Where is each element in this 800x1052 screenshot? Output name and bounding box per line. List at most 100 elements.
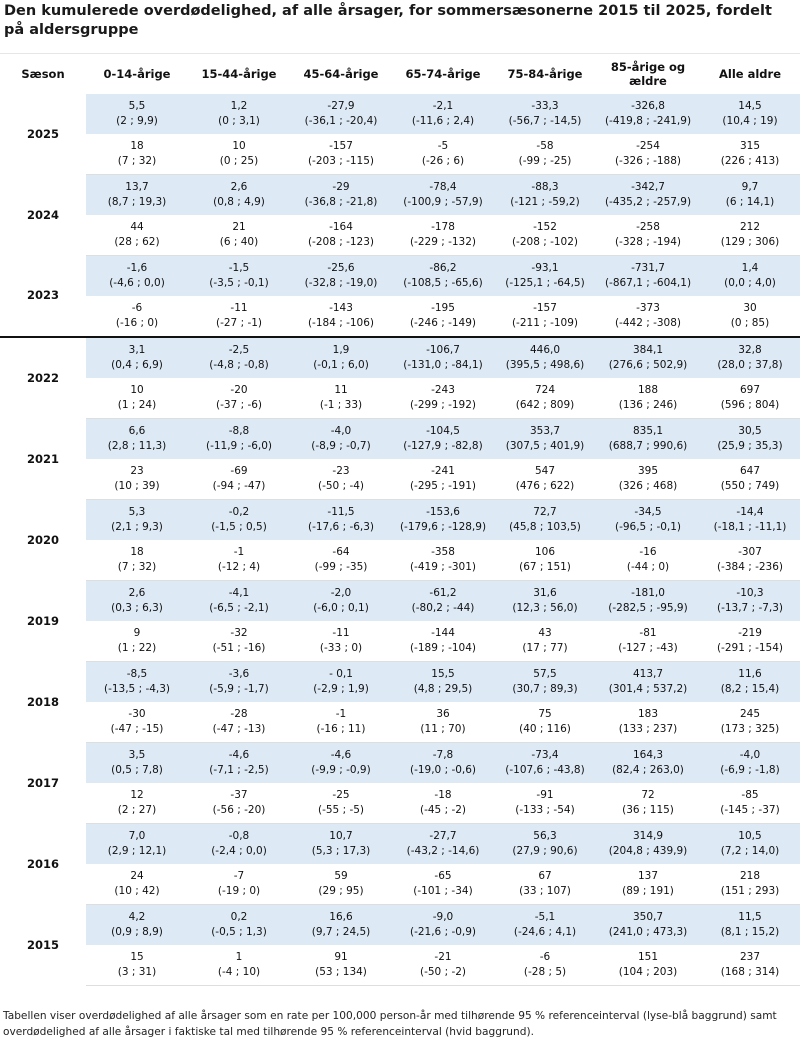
count-interval: (596 ; 804)	[720, 399, 780, 411]
count-cell-age-0-14: 9 (1 ; 22)	[86, 621, 188, 662]
rate-value: -0,8	[228, 830, 250, 842]
count-cell-age-85-plus: -81 (-127 ; -43)	[596, 621, 700, 662]
count-value: 188	[637, 384, 659, 396]
table-row-2019-rate: 2019 2,6 (0,3 ; 6,3) -4,1 (-6,5 ; -2,1) -2,0 (…	[0, 580, 800, 662]
table-row-2015-count: 15 (3 ; 31) 1 (-4 ; 10) 91 (53 ; 134) -21 (-50 …	[0, 945, 800, 986]
count-cell-age-85-plus: -16 (-44 ; 0)	[596, 540, 700, 581]
count-value: 9	[133, 627, 141, 639]
rate-interval: (-4,8 ; -0,8)	[209, 359, 269, 371]
rate-value: -1,6	[126, 262, 148, 274]
table-row-2020-rate: 2020 5,3 (2,1 ; 9,3) -0,2 (-1,5 ; 0,5) -11,5 (…	[0, 499, 800, 581]
count-interval: (-328 ; -194)	[614, 236, 682, 248]
count-cell-age-0-14: 23 (10 ; 39)	[86, 459, 188, 500]
rate-value: -4,6	[330, 749, 352, 761]
rate-interval: (-121 ; -59,2)	[510, 196, 580, 208]
rate-interval: (28,0 ; 37,8)	[717, 359, 783, 371]
rate-interval: (-127,9 ; -82,8)	[403, 440, 483, 452]
rate-interval: (-107,6 ; -43,8)	[505, 764, 585, 776]
count-value: -11	[332, 627, 350, 639]
count-cell-age-15-44: -32 (-51 ; -16)	[188, 621, 290, 662]
rate-cell-age-45-64: -25,6 (-32,8 ; -19,0)	[290, 255, 392, 296]
count-interval: (326 ; 468)	[618, 480, 678, 492]
season-label: 2020	[0, 499, 86, 581]
table-row-2018-rate: 2018 -8,5 (-13,5 ; -4,3) -3,6 (-5,9 ; -1,7) -…	[0, 661, 800, 743]
rate-interval: (-6,5 ; -2,1)	[209, 602, 269, 614]
count-cell-age-85-plus: 72 (36 ; 115)	[596, 783, 700, 824]
rate-interval: (45,8 ; 103,5)	[509, 521, 581, 533]
rate-cell-age-45-64: 16,6 (9,7 ; 24,5)	[290, 904, 392, 945]
season-label: 2016	[0, 823, 86, 905]
rate-value: 350,7	[632, 911, 664, 923]
count-cell-age-45-64: -64 (-99 ; -35)	[290, 540, 392, 581]
rate-value: -2,1	[432, 100, 454, 112]
count-cell-all-ages: 30 (0 ; 85)	[700, 296, 800, 338]
rate-cell-age-75-84: 353,7 (307,5 ; 401,9)	[494, 418, 596, 459]
count-cell-age-65-74: -241 (-295 ; -191)	[392, 459, 494, 500]
rate-cell-age-75-84: 446,0 (395,5 ; 498,6)	[494, 336, 596, 378]
rate-cell-age-45-64: -27,9 (-36,1 ; -20,4)	[290, 94, 392, 134]
rate-interval: (-6,0 ; 0,1)	[313, 602, 369, 614]
rate-value: -106,7	[426, 344, 460, 356]
rate-interval: (301,4 ; 537,2)	[608, 683, 688, 695]
rate-cell-age-65-74: -9,0 (-21,6 ; -0,9)	[392, 904, 494, 945]
count-interval: (-295 ; -191)	[409, 480, 477, 492]
count-cell-age-0-14: 10 (1 ; 24)	[86, 378, 188, 419]
rate-value: -181,0	[631, 587, 665, 599]
count-value: -11	[230, 302, 248, 314]
table-row-2016-rate: 2016 7,0 (2,9 ; 12,1) -0,8 (-2,4 ; 0,0) 10,7 (…	[0, 823, 800, 905]
rate-cell-age-75-84: 31,6 (12,3 ; 56,0)	[494, 580, 596, 621]
season-label: 2025	[0, 94, 86, 175]
count-interval: (40 ; 116)	[519, 723, 571, 735]
rate-interval: (-100,9 ; -57,9)	[403, 196, 483, 208]
header-age-65-74: 65-74-årige	[392, 53, 494, 94]
rate-value: -33,3	[531, 100, 559, 112]
rate-interval: (-18,1 ; -11,1)	[713, 521, 787, 533]
rate-value: 3,1	[128, 344, 146, 356]
rate-cell-age-15-44: -3,6 (-5,9 ; -1,7)	[188, 661, 290, 702]
rate-cell-age-45-64: 10,7 (5,3 ; 17,3)	[290, 823, 392, 864]
count-value: -16	[639, 546, 657, 558]
table-row-2017-rate: 2017 3,5 (0,5 ; 7,8) -4,6 (-7,1 ; -2,5) -4,6 (…	[0, 742, 800, 824]
count-value: 106	[534, 546, 556, 558]
count-cell-all-ages: -307 (-384 ; -236)	[700, 540, 800, 581]
count-value: -143	[329, 302, 353, 314]
rate-value: 5,3	[128, 506, 146, 518]
rate-value: -3,6	[228, 668, 250, 680]
rate-value: 14,5	[738, 100, 762, 112]
count-interval: (7 ; 32)	[117, 155, 157, 167]
count-cell-age-15-44: 1 (-4 ; 10)	[188, 945, 290, 986]
count-interval: (-203 ; -115)	[307, 155, 375, 167]
count-interval: (10 ; 39)	[114, 480, 160, 492]
rate-interval: (-36,1 ; -20,4)	[304, 115, 378, 127]
count-value: 24	[130, 870, 144, 882]
count-interval: (-299 ; -192)	[409, 399, 477, 411]
rate-value: - 0,1	[329, 668, 353, 680]
rate-interval: (-2,9 ; 1,9)	[313, 683, 369, 695]
rate-interval: (7,2 ; 14,0)	[720, 845, 780, 857]
count-interval: (-45 ; -2)	[419, 804, 467, 816]
count-interval: (642 ; 809)	[515, 399, 575, 411]
count-value: 1	[235, 951, 243, 963]
rate-value: 1,9	[332, 344, 350, 356]
rate-cell-age-85-plus: 384,1 (276,6 ; 502,9)	[596, 336, 700, 378]
rate-cell-age-85-plus: -181,0 (-282,5 ; -95,9)	[596, 580, 700, 621]
count-interval: (-12 ; 4)	[217, 561, 261, 573]
rate-cell-all-ages: 9,7 (6 ; 14,1)	[700, 174, 800, 215]
count-cell-age-0-14: 18 (7 ; 32)	[86, 134, 188, 175]
rate-value: 31,6	[533, 587, 557, 599]
count-value: 697	[739, 384, 761, 396]
rate-value: 1,4	[741, 262, 759, 274]
season-label: 2023	[0, 255, 86, 337]
count-interval: (0 ; 85)	[730, 317, 770, 329]
rate-value: 32,8	[738, 344, 762, 356]
count-value: -258	[636, 221, 660, 233]
count-interval: (226 ; 413)	[720, 155, 780, 167]
rate-cell-age-15-44: -4,6 (-7,1 ; -2,5)	[188, 742, 290, 783]
count-interval: (89 ; 191)	[622, 885, 674, 897]
rate-value: 1,2	[230, 100, 248, 112]
count-cell-age-65-74: -144 (-189 ; -104)	[392, 621, 494, 662]
count-value: -91	[536, 789, 554, 801]
count-interval: (136 ; 246)	[618, 399, 678, 411]
count-cell-age-0-14: 15 (3 ; 31)	[86, 945, 188, 986]
table-row-2017-count: 12 (2 ; 27) -37 (-56 ; -20) -25 (-55 ; -5) -18…	[0, 783, 800, 824]
